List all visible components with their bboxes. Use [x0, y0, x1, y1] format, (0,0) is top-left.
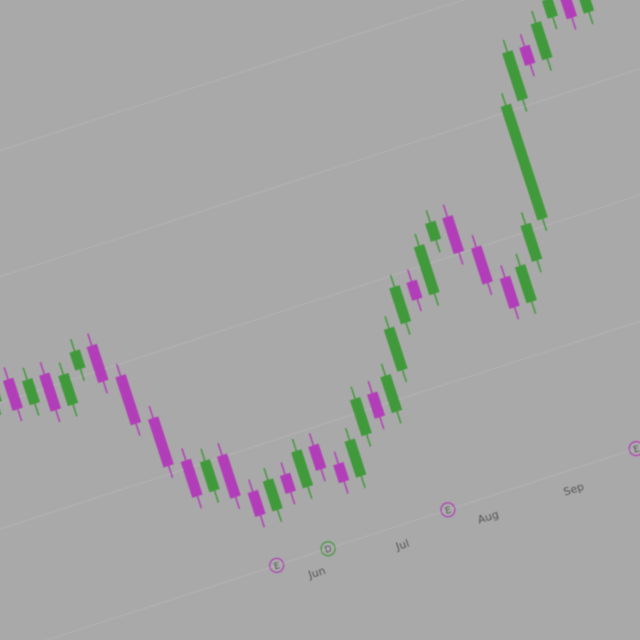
candle-body: [499, 275, 520, 309]
candle-body: [2, 377, 23, 411]
candle-body: [367, 391, 386, 419]
candle-body: [470, 245, 493, 285]
candle-body: [519, 44, 536, 66]
candle-body: [572, 0, 595, 14]
event-label: E: [273, 561, 282, 572]
candle-body: [502, 50, 528, 102]
candle-body: [308, 443, 327, 471]
candle-body: [380, 373, 403, 414]
candle-body: [115, 374, 142, 426]
grid-line: [0, 7, 640, 349]
wick: [572, 0, 594, 25]
candle-body: [520, 222, 543, 262]
candle-body: [216, 453, 241, 499]
candle-body: [39, 372, 62, 412]
x-tick-label: Sep: [562, 480, 586, 499]
candle-body: [262, 478, 283, 512]
candle-body: [530, 21, 553, 61]
candle-body: [558, 0, 578, 20]
event-marker: [440, 502, 456, 518]
candle-body: [86, 343, 109, 384]
candle-body: [333, 461, 350, 484]
event-marker: [628, 440, 640, 457]
candle-body: [541, 0, 558, 19]
event-label: E: [444, 505, 453, 516]
candle-body: [514, 264, 537, 304]
candle-body: [442, 215, 465, 255]
candle-body: [21, 378, 41, 406]
x-tick-label: Aug: [476, 508, 500, 527]
x-tick-label: Jun: [306, 564, 327, 582]
candle-body: [291, 449, 314, 489]
candle-body: [389, 285, 412, 325]
grid-line: [0, 0, 640, 234]
x-tick-label: Jul: [393, 537, 411, 554]
candle-body: [344, 438, 367, 478]
candle-body: [58, 372, 79, 407]
candle-body: [349, 397, 372, 437]
candle-body: [413, 244, 440, 296]
candle-body: [69, 349, 86, 371]
candle-body: [383, 326, 408, 372]
candle-body: [406, 279, 423, 301]
candle-body: [500, 103, 548, 221]
event-label: E: [632, 444, 640, 455]
candle-body: [148, 416, 174, 468]
candle-body: [425, 220, 442, 242]
candle-body: [180, 458, 203, 498]
grid-line: [0, 121, 640, 463]
event-label: D: [324, 544, 334, 556]
candle-body: [199, 459, 220, 493]
event-marker: [320, 541, 336, 557]
grid-line: [0, 349, 640, 640]
candle-body: [279, 472, 296, 494]
event-marker: [269, 557, 285, 573]
candle-body: [247, 489, 266, 518]
